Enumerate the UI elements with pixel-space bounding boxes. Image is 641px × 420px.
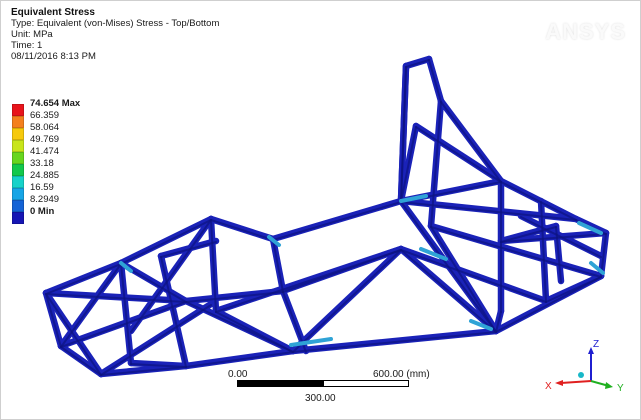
- frame-tube-shade: [430, 226, 497, 333]
- frame-tube-shade: [500, 181, 577, 221]
- frame-tube-shade: [440, 101, 502, 183]
- triad-y-label: Y: [617, 383, 624, 394]
- scale-bar-black: [237, 380, 323, 387]
- scale-bar-white: [323, 380, 409, 387]
- frame-tube-shade: [60, 346, 102, 376]
- legend-label: 58.064: [30, 122, 60, 133]
- frame-tube-shade: [430, 226, 602, 278]
- legend-swatch: [12, 212, 24, 224]
- stress-highlight: [577, 221, 603, 235]
- scale-mid-label: 300.00: [305, 393, 336, 404]
- legend-label: 74.654 Max: [30, 98, 81, 109]
- frame-tube-shade: [495, 276, 602, 333]
- frame-tubes: [42, 55, 610, 378]
- stress-highlight: [589, 261, 605, 275]
- frame-tube-shade: [545, 276, 602, 303]
- frame-tube-shade: [400, 249, 547, 303]
- legend-swatch: [12, 176, 24, 188]
- legend-swatch: [12, 188, 24, 200]
- frame-tube-shade: [292, 249, 402, 353]
- triad-z-label: Z: [593, 339, 599, 350]
- frame-tube-shade: [520, 216, 602, 258]
- result-type: Type: Equivalent (von-Mises) Stress - To…: [11, 18, 220, 29]
- frame-tube-shade: [500, 233, 607, 243]
- stress-highlight: [267, 235, 281, 247]
- frame-tube-shade: [430, 101, 442, 228]
- legend-label: 49.769: [30, 134, 60, 145]
- frame-tube-shade: [185, 291, 284, 303]
- frame-tube-shade: [405, 59, 430, 68]
- frame-tube-shade: [45, 293, 102, 376]
- scale-end-label: 600.00 (mm): [373, 369, 430, 380]
- result-time: Time: 1: [11, 40, 43, 51]
- frame-tube-shade: [415, 126, 502, 183]
- coordinate-triad-icon[interactable]: Z X Y: [541, 331, 631, 411]
- frame-tube-shade: [160, 256, 187, 368]
- ansys-logo: ANSYS R15.0: [545, 19, 626, 54]
- result-info-panel: Equivalent Stress Type: Equivalent (von-…: [11, 7, 219, 62]
- frame-tube-shade: [45, 263, 122, 295]
- frame-tube-shade: [555, 226, 562, 283]
- legend-label: 8.2949: [30, 194, 60, 205]
- frame-stress-highlights: [119, 194, 605, 347]
- frame-tube-shade: [292, 331, 497, 353]
- frame-tube-shade: [160, 241, 217, 258]
- legend-swatch: [12, 128, 24, 140]
- frame-tube-shade: [120, 263, 132, 365]
- frame-tube-shade: [540, 201, 547, 303]
- frame-tube-shade: [495, 311, 502, 333]
- frame-tube-shade: [428, 59, 442, 103]
- stress-highlight: [469, 319, 493, 331]
- frame-tube-shade: [130, 219, 212, 333]
- scale-bar: [237, 380, 409, 389]
- legend-label: 16.59: [30, 182, 54, 193]
- legend-label: 0 Min: [30, 206, 55, 217]
- brand-version: R15.0: [596, 42, 626, 54]
- frame-tube-shade: [100, 304, 212, 376]
- frame-tube-shade: [272, 201, 402, 241]
- triad-x-label: X: [545, 381, 552, 392]
- frame-tube-shade: [210, 219, 274, 241]
- frame-tube-shade: [400, 201, 577, 221]
- frame-tube-shade: [272, 239, 284, 293]
- frame-tube-shade: [45, 293, 187, 303]
- scale-start-label: 0.00: [228, 369, 248, 380]
- result-title: Equivalent Stress: [11, 7, 95, 18]
- legend-swatch: [12, 200, 24, 212]
- legend-swatch: [12, 116, 24, 128]
- frame-tube-shade: [130, 363, 187, 368]
- brand-name: ANSYS: [545, 19, 626, 44]
- frame-tube-shade: [185, 351, 294, 368]
- frame-tube-shade: [185, 301, 294, 353]
- frame-tube-shade: [400, 126, 417, 203]
- frame-tube-shade: [400, 249, 497, 333]
- legend-label: 41.474: [30, 146, 60, 157]
- result-date: 08/11/2016 8:13 PM: [11, 51, 96, 62]
- frame-tube-shade: [100, 366, 187, 376]
- legend-label: 66.359: [30, 110, 60, 121]
- frame-tube-shade: [60, 263, 122, 348]
- frame-tube-shade: [215, 249, 402, 313]
- legend-swatch: [12, 164, 24, 176]
- stress-highlight: [419, 247, 448, 261]
- result-unit: Unit: MPa: [11, 29, 53, 40]
- stress-highlight: [399, 194, 428, 203]
- legend-swatch: [12, 152, 24, 164]
- legend-label: 24.885: [30, 170, 60, 181]
- frame-tube-shade: [120, 219, 212, 265]
- legend-swatch: [12, 104, 24, 116]
- frame-tube-shade: [210, 219, 217, 313]
- legend-label: 33.18: [30, 158, 54, 169]
- stress-highlight: [119, 261, 133, 273]
- frame-tube-shade: [60, 301, 187, 348]
- frame-tube-shade: [400, 66, 407, 203]
- legend-swatch: [12, 140, 24, 152]
- stress-highlight: [289, 337, 333, 347]
- frame-tube-shade: [45, 293, 62, 348]
